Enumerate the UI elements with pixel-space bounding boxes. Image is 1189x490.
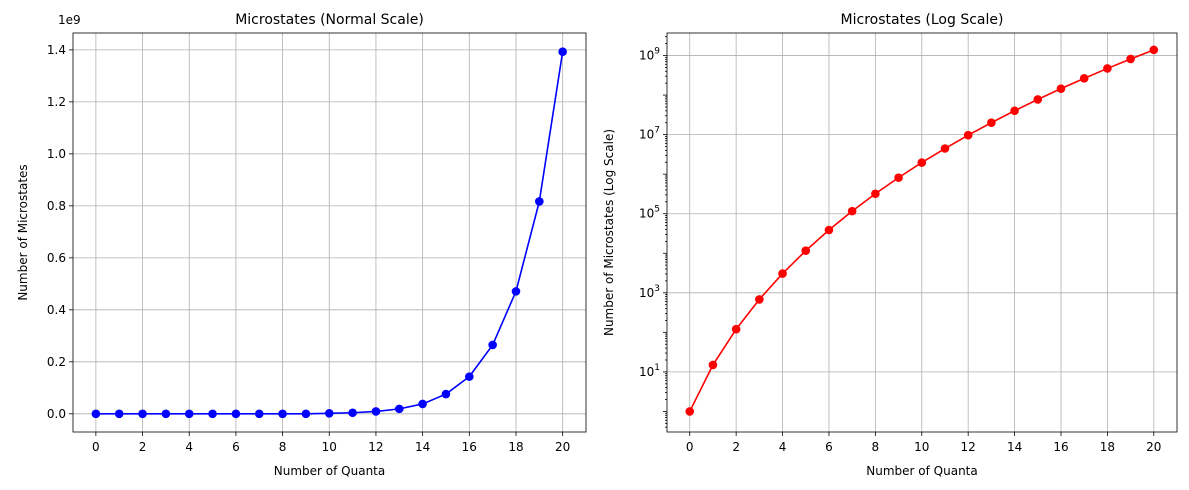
y-tick-label: 1.0 [47,147,66,161]
y-tick-label: 1.4 [47,43,66,57]
data-point [755,295,764,304]
data-point [685,407,695,416]
data-series [91,47,567,419]
data-point [778,269,787,278]
data-point [1079,74,1089,83]
ticks: 0 2 4 6 8 10 12 14 16 18 20 101 103 105 107 109 [639,36,1161,454]
data-point [441,389,451,399]
x-tick-label: 4 [779,440,787,454]
x-tick-label: 0 [686,440,694,454]
data-point [940,144,950,153]
data-point [91,409,101,419]
data-point [114,409,124,419]
x-tick-label: 16 [1053,440,1068,454]
x-tick-label: 10 [322,440,337,454]
x-tick-label: 8 [279,440,287,454]
y-tick-label: 0.4 [47,303,66,317]
data-point [847,206,857,216]
data-point [418,399,427,409]
data-point [324,408,334,418]
data-point [231,409,241,419]
data-point [535,197,544,206]
x-tick-label: 10 [914,440,929,454]
data-point [1010,106,1019,116]
y-tick-label: 0.8 [47,199,66,213]
x-tick-label: 2 [139,440,147,454]
y-tick-label: 109 [639,47,660,63]
data-point [987,118,996,127]
data-point [1033,95,1043,104]
data-point [558,47,567,57]
data-point [254,409,264,419]
y-tick-label: 1.2 [47,95,66,109]
data-point [1056,84,1066,93]
x-tick-label: 12 [368,440,383,454]
data-point [465,372,474,381]
data-point [301,409,311,419]
data-point [824,225,834,235]
x-tick-label: 6 [825,440,833,454]
x-tick-label: 16 [462,440,477,454]
data-point [801,246,811,255]
data-point [184,409,194,419]
data-point [708,360,718,370]
x-tick-label: 8 [872,440,880,454]
x-tick-label: 18 [1100,440,1115,454]
data-point [894,173,903,182]
data-point [1126,54,1135,64]
data-point [963,130,973,140]
x-tick-label: 12 [961,440,976,454]
data-point [371,407,381,416]
data-point [871,189,880,199]
y-tick-label: 101 [639,363,660,379]
y-tick-label: 103 [639,284,660,300]
y-axis-label: Number of Microstates [16,164,30,300]
y-tick-label: 0.0 [47,407,66,421]
x-tick-label: 14 [415,440,430,454]
y-tick-label: 0.6 [47,251,66,265]
chart-normal-scale: 0 2 4 6 8 10 12 14 16 18 20 0.0 0.2 0.4 0.6 0.8 1.0 1.2 1.… [16,12,587,478]
y-axis-label: Number of Microstates (Log Scale) [602,129,616,336]
chart-log-scale: 0 2 4 6 8 10 12 14 16 18 20 101 103 105 107 109 Microst… [602,12,1178,478]
chart-title: Microstates (Normal Scale) [235,12,424,28]
x-tick-label: 6 [232,440,240,454]
grid-lines [73,33,586,432]
x-tick-label: 18 [508,440,523,454]
x-tick-label: 14 [1007,440,1022,454]
data-point [917,158,927,167]
data-point [161,409,171,419]
data-point [394,404,404,414]
data-series [685,45,1159,416]
x-tick-label: 20 [1146,440,1161,454]
data-point [1103,64,1112,73]
data-point [731,324,741,334]
ticks: 0 2 4 6 8 10 12 14 16 18 20 0.0 0.2 0.4 0.6 0.8 1.0 1.2 1.… [47,43,570,454]
data-point [488,340,497,350]
data-point [1149,45,1159,55]
x-axis-label: Number of Quanta [274,464,385,478]
data-point [348,408,357,418]
data-point [511,287,521,296]
x-tick-label: 2 [732,440,740,454]
data-point [138,409,147,419]
x-tick-label: 20 [555,440,570,454]
x-axis-label: Number of Quanta [866,464,977,478]
data-point [278,409,287,419]
x-tick-label: 0 [92,440,100,454]
chart-title: Microstates (Log Scale) [841,12,1004,28]
grid-lines [667,33,1177,432]
data-point [208,409,217,419]
x-tick-label: 4 [185,440,193,454]
y-tick-label: 0.2 [47,355,66,369]
y-axis-offset-label: 1e9 [58,13,81,27]
y-tick-label: 107 [639,126,660,142]
y-tick-label: 105 [639,205,660,221]
